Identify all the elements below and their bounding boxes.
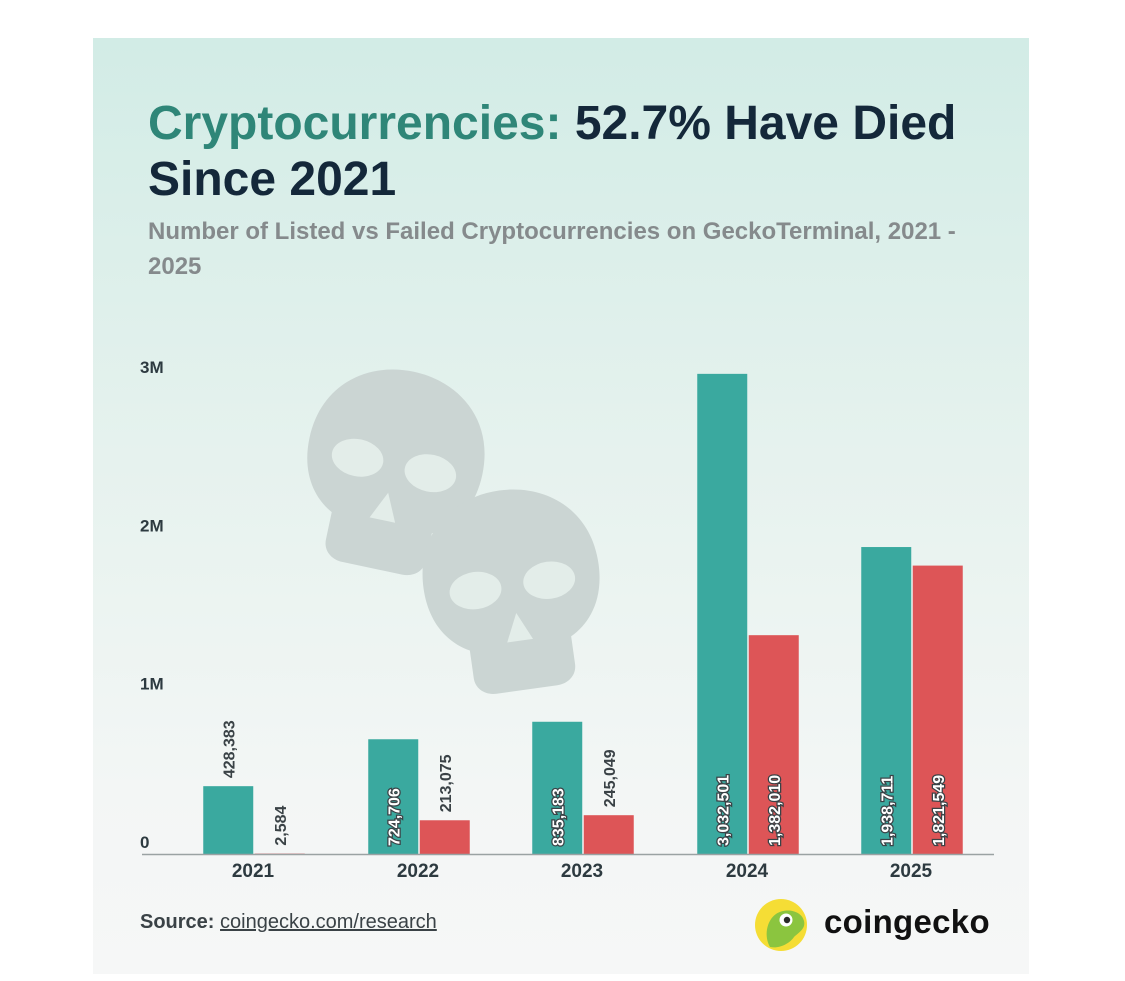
source-link[interactable]: coingecko.com/research [220,911,437,933]
bar-listed-2024 [697,373,748,854]
skull-icon [422,489,600,694]
y-axis: 0 1M 2M 3M [140,358,164,852]
y-tick-label: 2M [140,516,164,535]
skull-decoration [307,369,600,694]
title-accent: Cryptocurrencies: [148,97,562,150]
bar-failed-2024 [748,635,799,854]
source-label: Source: [140,911,215,933]
value-label: 724,706 [386,788,403,846]
title-rest: 52.7% Have Died Since 2021 [148,97,957,206]
source-line: Source: coingecko.com/research [140,911,437,934]
value-label: 2,584 [273,805,290,845]
value-label: 428,383 [221,720,238,778]
y-tick-label: 0 [140,833,149,852]
value-label: 245,049 [602,749,619,807]
value-label: 1,938,711 [879,776,896,846]
y-tick-label: 3M [140,358,164,377]
x-tick-label: 2022 [397,861,439,882]
y-tick-label: 1M [140,675,164,694]
bar-listed-2022 [368,739,419,854]
x-tick-label: 2023 [561,861,603,882]
bar-failed-2025 [912,565,963,854]
bar-listed-2021 [203,786,254,854]
value-label: 3,032,501 [715,775,732,846]
gecko-logo-icon [755,899,807,951]
x-tick-label: 2024 [726,861,769,882]
bars-group [203,373,963,854]
value-label: 213,075 [438,754,455,812]
bar-failed-2022 [419,820,470,854]
x-tick-label: 2025 [890,861,933,882]
brand-logo[interactable]: coingecko [754,897,990,953]
value-label: 835,183 [550,788,567,846]
x-tick-label: 2021 [232,861,275,882]
value-label: 1,821,549 [931,775,948,846]
chart-subtitle: Number of Listed vs Failed Cryptocurrenc… [148,218,956,280]
chart-title: Cryptocurrencies: 52.7% Have Died Since … [148,96,1008,208]
bar-listed-2023 [532,721,583,854]
value-labels: 428,383 2,584 724,706 213,075 835,183 245,049… [221,720,949,847]
x-axis: 2021 2022 2023 2024 2025 [232,861,933,882]
bar-listed-2025 [861,547,912,854]
value-label: 1,382,010 [767,775,784,846]
bar-failed-2023 [583,815,634,854]
brand-name: coingecko [824,903,990,940]
